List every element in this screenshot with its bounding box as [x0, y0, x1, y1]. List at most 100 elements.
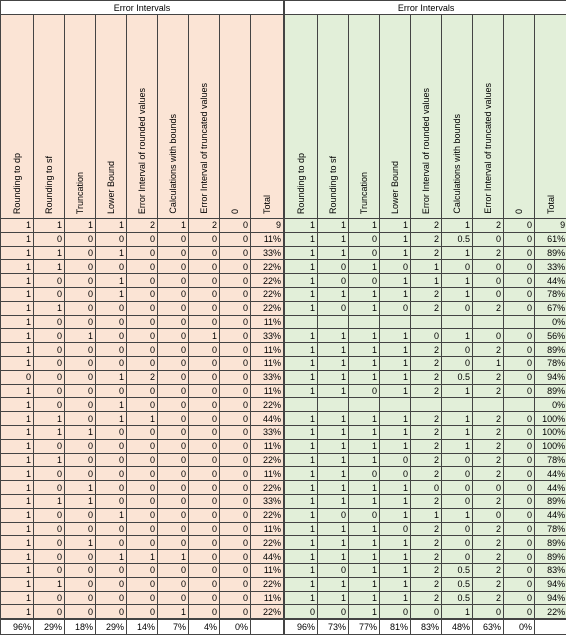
data-cell: 1: [126, 411, 158, 426]
data-cell: 1: [441, 604, 474, 620]
data-row: 1 0 0 0 0 0 0 0 11%: [0, 383, 285, 399]
data-cell: 0: [126, 355, 158, 371]
data-row: 1 0 0 1 1 1 0 0 44%: [284, 507, 566, 523]
data-cell: 1: [284, 231, 319, 247]
data-row: 1 0 0 0 0 0 0 0 11%: [0, 438, 285, 454]
column-header: Calculations with bounds: [157, 14, 189, 219]
max-cell: 1: [379, 218, 412, 233]
data-cell: 2: [472, 493, 505, 509]
data-cell: 0: [348, 245, 381, 261]
data-cell: 2: [472, 411, 505, 426]
data-cell: 1: [284, 576, 319, 592]
data-cell: 0: [33, 590, 65, 606]
data-cell: [472, 314, 505, 330]
column-header-text: 0: [514, 208, 525, 214]
data-cell: 0: [157, 342, 189, 357]
data-cell: 0: [64, 411, 96, 426]
data-cell: 1: [284, 383, 319, 399]
data-cell: 0: [188, 411, 220, 426]
footer-cell: 29%: [95, 618, 127, 635]
data-cell: 1: [379, 369, 412, 385]
data-cell: 0: [64, 438, 96, 454]
data-row: 1 1 1 1 2 0 1 0 78%: [284, 355, 566, 371]
data-cell: 0: [503, 466, 536, 482]
max-cell: 9: [249, 218, 285, 233]
data-cell: 0: [64, 259, 96, 275]
data-cell: 1: [379, 562, 412, 578]
footer-cell: 0%: [219, 618, 251, 635]
data-cell: 0: [188, 300, 220, 316]
column-header: Lower Bound: [379, 14, 412, 219]
data-row: 1 1 1 1 2 0.5 2 0 94%: [284, 369, 566, 385]
data-cell: 1: [284, 342, 319, 357]
data-cell: 1: [0, 507, 34, 523]
data-cell: 1: [441, 424, 474, 440]
data-cell: 1: [284, 286, 319, 302]
data-cell: 2: [410, 355, 443, 371]
data-cell: 0: [472, 480, 505, 495]
data-cell: 0: [472, 286, 505, 302]
data-cell: 0: [503, 604, 536, 620]
column-header: Rounding to dp: [0, 14, 34, 219]
data-cell: 0: [503, 562, 536, 578]
data-cell: 0: [126, 604, 158, 620]
column-header-text: Calculations with bounds: [452, 114, 463, 214]
data-cell: 0: [64, 452, 96, 468]
data-cell: 11%: [249, 521, 285, 537]
data-cell: 0: [157, 397, 189, 413]
data-cell: 0: [472, 328, 505, 344]
data-cell: 0: [64, 300, 96, 316]
data-cell: 2: [410, 342, 443, 357]
data-cell: 0: [503, 590, 536, 606]
data-cell: 1: [0, 273, 34, 288]
data-cell: 44%: [534, 507, 566, 523]
data-cell: 1: [0, 466, 34, 482]
data-cell: 0.5: [441, 369, 474, 385]
data-cell: 0: [95, 452, 127, 468]
data-cell: 0: [64, 576, 96, 592]
data-cell: 1: [348, 604, 381, 620]
data-cell: 0: [33, 369, 65, 385]
data-cell: 11%: [249, 562, 285, 578]
data-cell: 0: [64, 245, 96, 261]
data-cell: 0: [188, 604, 220, 620]
data-cell: 0: [157, 507, 189, 523]
data-cell: 1: [317, 231, 350, 247]
footer-cell: 63%: [472, 618, 505, 635]
column-header: Rounding to sf: [33, 14, 65, 219]
data-cell: 1: [317, 245, 350, 261]
data-cell: 0: [503, 369, 536, 385]
data-cell: 2: [472, 521, 505, 537]
data-cell: 1: [95, 369, 127, 385]
data-cell: 2: [472, 562, 505, 578]
data-cell: [284, 397, 319, 413]
data-cell: 78%: [534, 452, 566, 468]
data-cell: 0: [157, 466, 189, 482]
data-cell: 44%: [534, 466, 566, 482]
data-cell: 0: [441, 480, 474, 495]
data-cell: 0: [126, 259, 158, 275]
data-cell: 1: [64, 493, 96, 509]
data-cell: 22%: [249, 535, 285, 551]
data-cell: 0: [64, 562, 96, 578]
data-cell: 0: [503, 438, 536, 454]
data-cell: 89%: [534, 245, 566, 261]
data-cell: 0: [503, 231, 536, 247]
data-cell: 2: [472, 576, 505, 592]
data-cell: 1: [0, 562, 34, 578]
data-cell: 0: [503, 259, 536, 275]
data-cell: 1: [348, 355, 381, 371]
data-cell: 1: [64, 480, 96, 495]
max-cell: 1: [95, 218, 127, 233]
data-cell: 0: [317, 300, 350, 316]
data-cell: 0: [33, 549, 65, 564]
data-cell: 2: [410, 300, 443, 316]
column-header-text: Calculations with bounds: [168, 114, 178, 214]
data-cell: 0: [33, 507, 65, 523]
column-header-text: Total: [546, 194, 557, 214]
data-cell: 1: [348, 259, 381, 275]
data-cell: 1: [317, 355, 350, 371]
data-cell: 1: [379, 273, 412, 288]
data-cell: 1: [441, 383, 474, 399]
